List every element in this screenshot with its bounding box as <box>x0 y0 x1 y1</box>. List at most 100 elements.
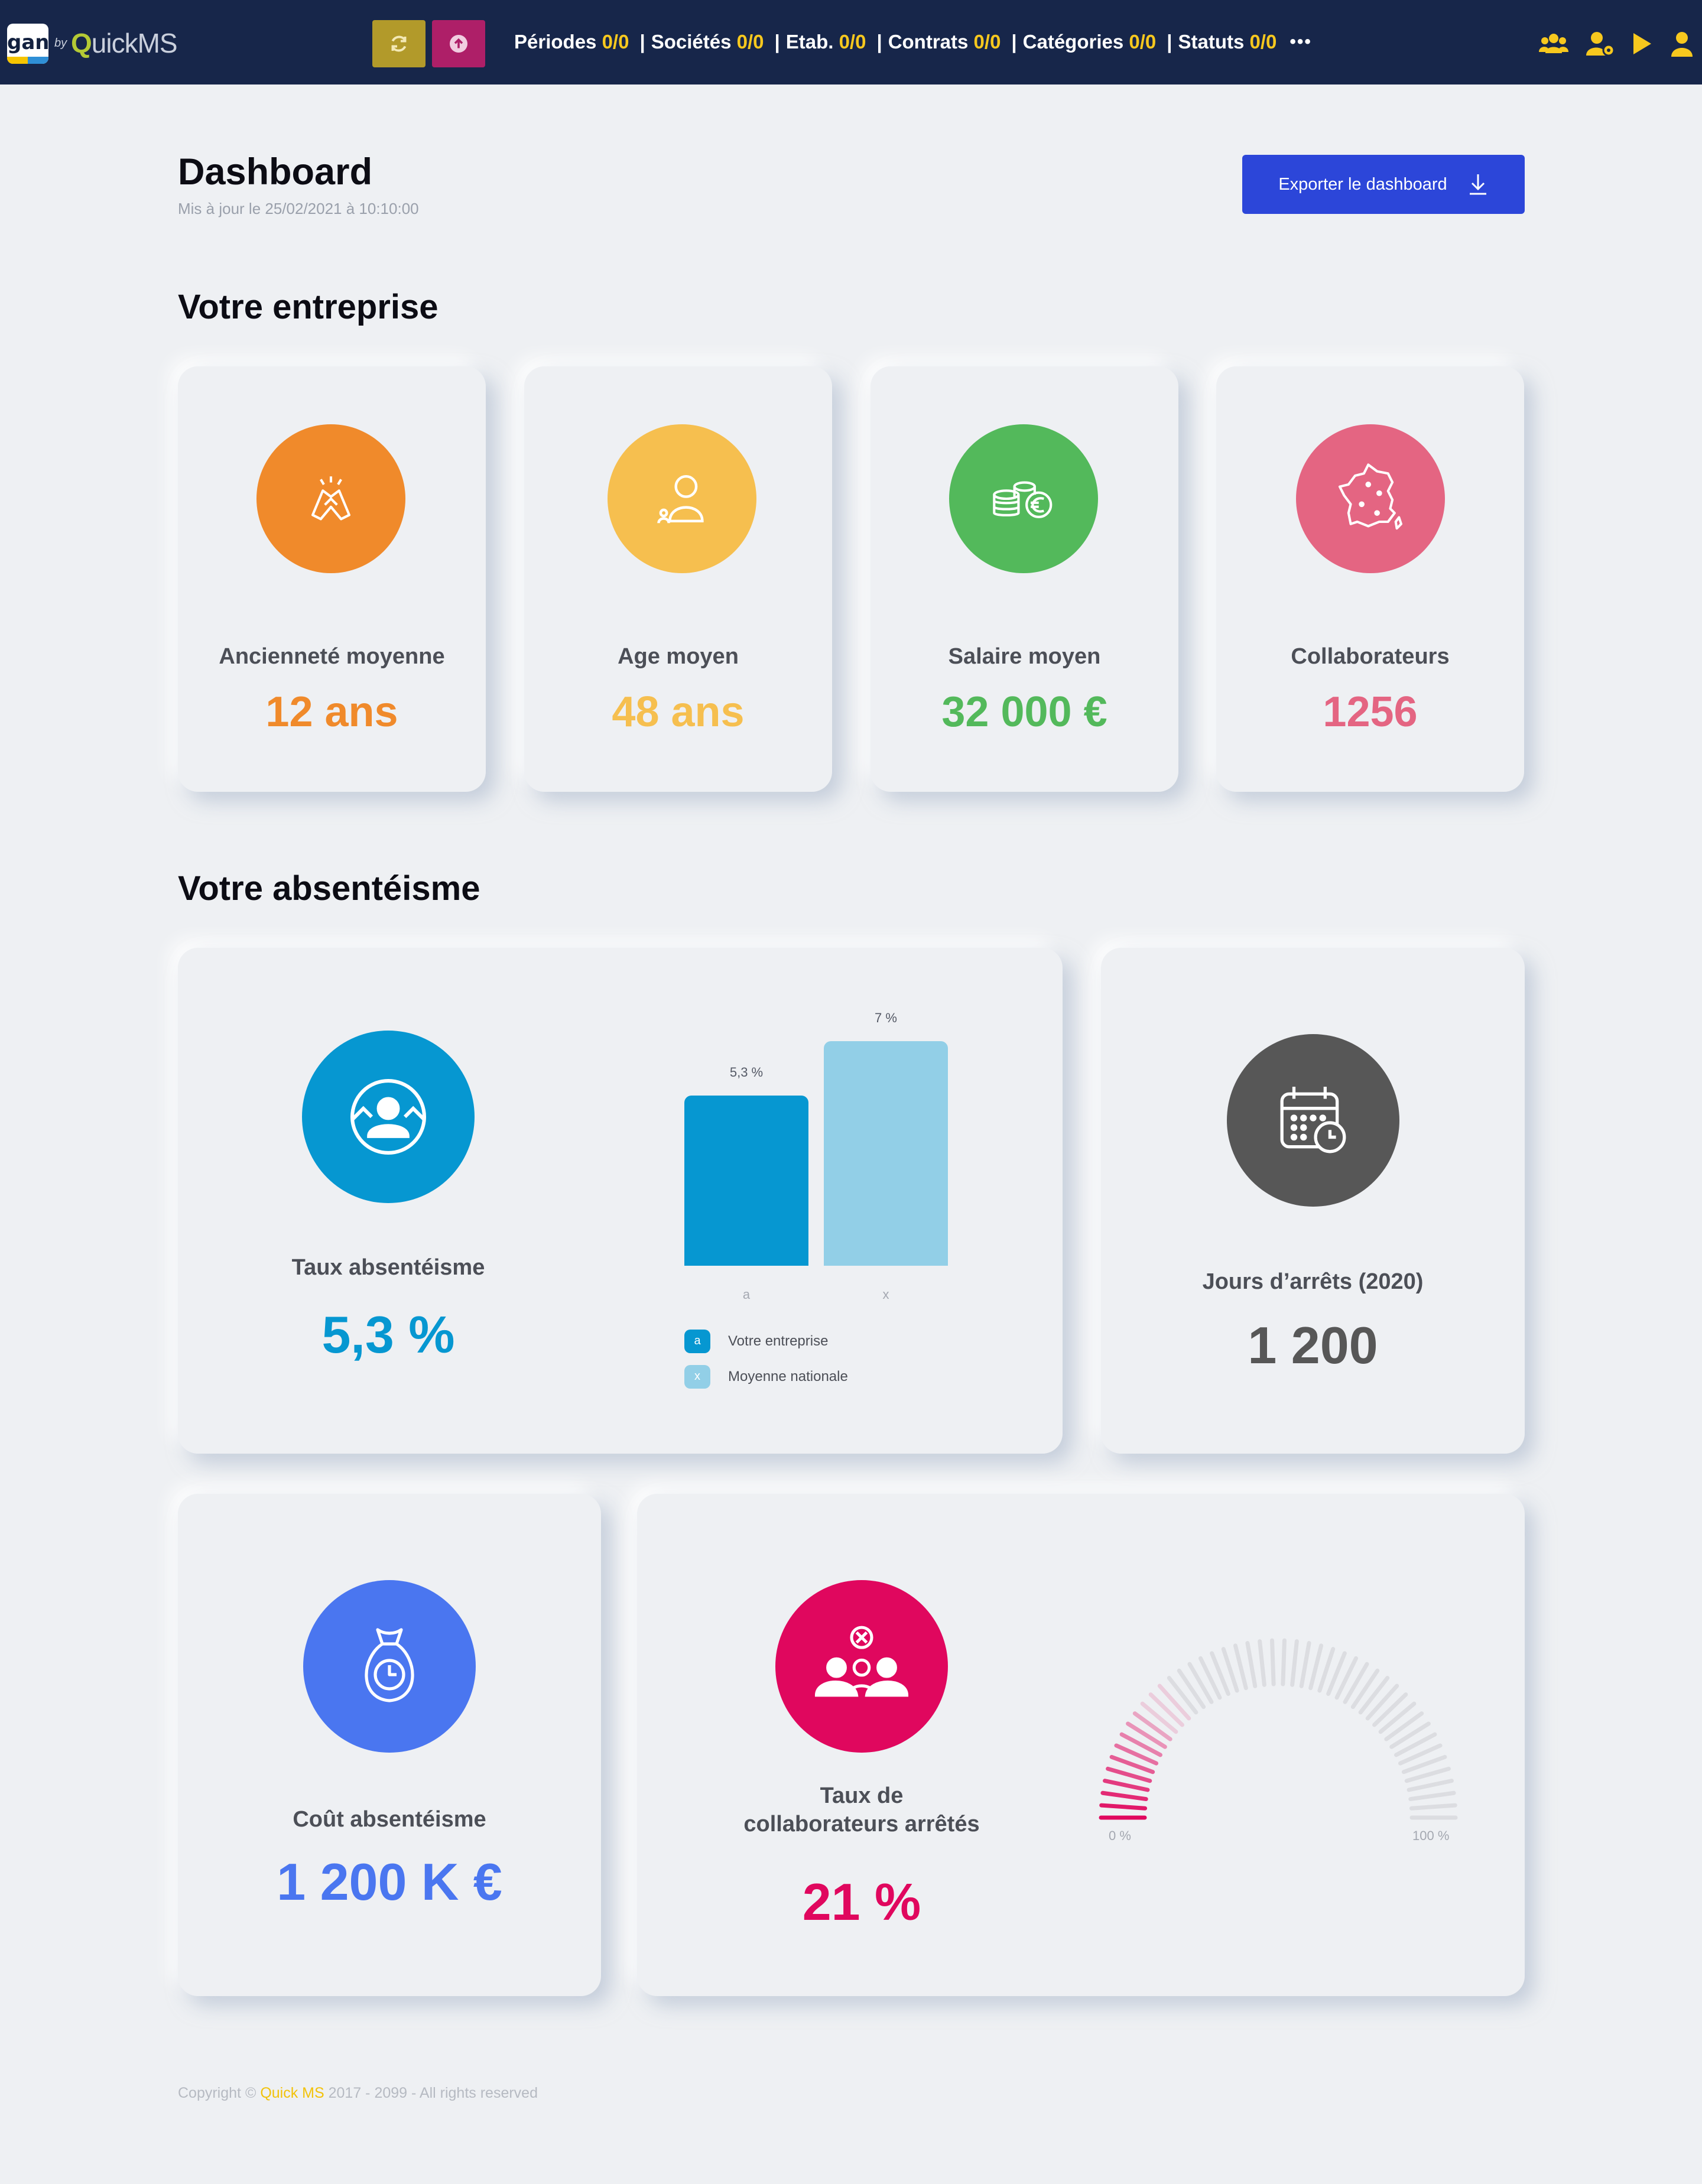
gauge-tick <box>1140 1701 1178 1734</box>
gauge-tick <box>1394 1732 1437 1757</box>
filter-etab-value: 0/0 <box>839 31 866 53</box>
footer-brand-link[interactable]: Quick MS <box>260 2085 324 2101</box>
gauge-tick <box>1317 1647 1336 1693</box>
gauge-tick <box>1157 1684 1191 1721</box>
filter-etab-label: Etab. <box>785 31 834 53</box>
export-label: Exporter le dashboard <box>1278 174 1447 194</box>
section-title-company: Votre entreprise <box>178 288 439 326</box>
gauge-tick <box>1372 1692 1408 1727</box>
gauge-tick <box>1210 1651 1230 1696</box>
gauge-tick <box>1358 1676 1390 1715</box>
kpi-value: 1 200 K € <box>277 1852 502 1911</box>
kpi-label: Ancienneté moyenne <box>219 644 445 669</box>
refresh-button[interactable] <box>372 20 426 67</box>
kpi-value: 1 200 <box>1248 1316 1378 1374</box>
kpi-label: Age moyen <box>618 644 739 669</box>
page-title: Dashboard <box>178 151 373 193</box>
gauge-tick <box>1132 1711 1172 1741</box>
legend-label: Moyenne nationale <box>728 1369 848 1384</box>
filter-contrats-value: 0/0 <box>973 31 1001 53</box>
money-bag-clock-icon <box>303 1580 476 1753</box>
filter-separator: | <box>774 31 780 53</box>
gauge-tick <box>1398 1743 1443 1766</box>
gauge-tick <box>1350 1668 1380 1710</box>
more-filters-button[interactable]: ••• <box>1290 32 1312 51</box>
filter-societes-value: 0/0 <box>736 31 764 53</box>
filter-periodes-value: 0/0 <box>602 31 629 53</box>
kpi-card-collaborators: Collaborateurs 1256 <box>1216 366 1524 792</box>
filter-statuts[interactable]: Statuts 0/0 <box>1178 31 1277 53</box>
user-icon[interactable] <box>1671 31 1693 57</box>
absence-rate-card: Taux absentéisme 5,3 % 5,3 % a 7 % x a Votr… <box>178 948 1063 1454</box>
filter-periodes[interactable]: Périodes 0/0 <box>514 31 629 53</box>
upload-button[interactable] <box>432 20 485 67</box>
users-icon[interactable] <box>1539 32 1568 56</box>
gauge-tick <box>1290 1639 1299 1687</box>
gauge-tick <box>1198 1656 1222 1700</box>
gauge-tick <box>1404 1766 1451 1783</box>
gauge-tick <box>1245 1641 1258 1688</box>
filter-categories-value: 0/0 <box>1129 31 1157 53</box>
filter-etab[interactable]: Etab. 0/0 <box>786 31 866 53</box>
kpi-value: 21 % <box>802 1873 921 1931</box>
footer-prefix: Copyright © <box>178 2085 261 2101</box>
export-dashboard-button[interactable]: Exporter le dashboard <box>1242 155 1525 214</box>
filter-contrats[interactable]: Contrats 0/0 <box>888 31 1001 53</box>
logo-text: gan <box>7 31 48 54</box>
gauge-tick <box>1389 1721 1431 1749</box>
kpi-label: Coût absentéisme <box>293 1807 486 1832</box>
gauge-tick <box>1401 1754 1447 1774</box>
filter-statuts-value: 0/0 <box>1249 31 1277 53</box>
gauge-tick <box>1326 1651 1347 1696</box>
gauge-tick <box>1308 1643 1324 1691</box>
filter-societes[interactable]: Sociétés 0/0 <box>651 31 764 53</box>
team-stopped-icon <box>775 1580 948 1753</box>
gauge-tick <box>1343 1662 1369 1704</box>
coins-euro-icon <box>949 424 1098 573</box>
legend-item-company: a Votre entreprise <box>684 1330 828 1353</box>
france-map-icon <box>1296 424 1445 573</box>
gauge-tick <box>1299 1641 1311 1688</box>
legend-swatch-x: x <box>684 1365 710 1389</box>
gauge-tick <box>1409 1803 1457 1811</box>
refresh-icon <box>391 35 407 52</box>
legend-item-national: x Moyenne nationale <box>684 1365 848 1389</box>
filter-statuts-label: Statuts <box>1178 31 1245 53</box>
section-title-absence: Votre absentéisme <box>178 869 480 908</box>
gauge-tick <box>1106 1766 1152 1783</box>
gauge-tick <box>1177 1668 1206 1710</box>
x-tick-label: a <box>742 1287 751 1302</box>
kpi-card-age: Age moyen 48 ans <box>524 366 832 792</box>
gauge-tick <box>1221 1647 1239 1693</box>
filter-categories[interactable]: Catégories 0/0 <box>1023 31 1157 53</box>
gauge-tick <box>1103 1779 1150 1792</box>
kpi-value: 5,3 % <box>321 1305 455 1364</box>
gauge-tick <box>1099 1803 1148 1811</box>
kpi-label: Salaire moyen <box>948 644 1101 669</box>
bar-x <box>824 1041 948 1266</box>
gauge-max-label: 100 % <box>1412 1828 1450 1843</box>
user-settings-icon[interactable] <box>1586 31 1615 57</box>
calendar-clock-icon <box>1227 1034 1399 1207</box>
gauge-tick <box>1281 1638 1287 1686</box>
kpi-value: 48 ans <box>612 688 745 736</box>
handshake-icon <box>256 424 405 573</box>
logo-brand-q: Q <box>71 28 92 58</box>
gauge-tick <box>1109 1754 1155 1774</box>
logo-by: by <box>54 37 67 50</box>
legend-swatch-a: a <box>684 1330 710 1353</box>
filter-separator: | <box>639 31 645 53</box>
gauge-min-label: 0 % <box>1109 1828 1131 1843</box>
kpi-label-line1: Taux de <box>820 1783 904 1808</box>
absence-cost-card: Coût absentéisme 1 200 K € <box>178 1494 601 1996</box>
gauge-tick <box>1407 1779 1454 1792</box>
kpi-label: Jours d’arrêts (2020) <box>1202 1269 1424 1294</box>
play-icon[interactable] <box>1632 32 1652 56</box>
absence-bar-chart: 5,3 % a 7 % x <box>178 948 1063 1454</box>
gauge-tick <box>1126 1721 1167 1749</box>
gan-logo[interactable]: gan <box>7 24 48 64</box>
filter-periodes-label: Périodes <box>514 31 597 53</box>
gauge-tick <box>1365 1684 1399 1721</box>
gauge-tick <box>1148 1692 1184 1727</box>
gauge-tick <box>1334 1656 1359 1700</box>
